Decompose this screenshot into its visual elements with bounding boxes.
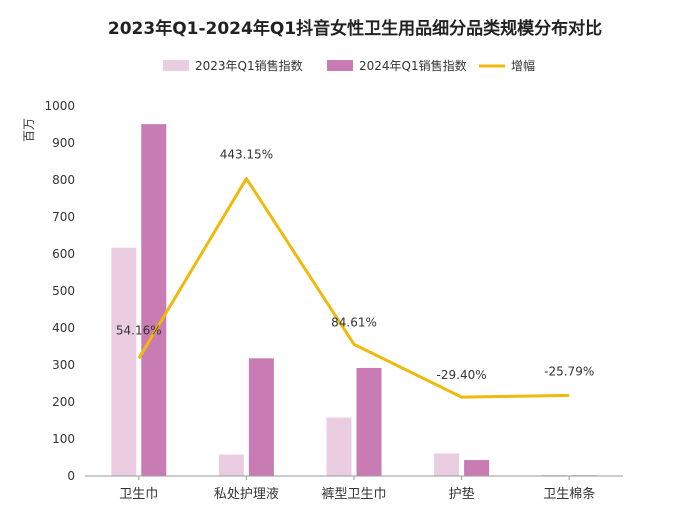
bar-2023q1-1 bbox=[218, 454, 244, 476]
x-axis-ticks: 卫生巾 私处护理液 裤型卫生巾 护垫 卫生棉条 bbox=[119, 476, 595, 502]
y-tick-label: 900 bbox=[52, 136, 75, 150]
growth-data-label: 443.15% bbox=[220, 148, 273, 162]
y-axis-label: 百万 bbox=[22, 118, 36, 142]
x-tick-label: 护垫 bbox=[449, 486, 475, 502]
legend-label: 增幅 bbox=[511, 58, 535, 73]
growth-data-label: -25.79% bbox=[544, 364, 594, 378]
legend-swatch bbox=[327, 60, 353, 71]
bar-2024q1-3 bbox=[464, 460, 490, 476]
y-axis-ticks: 0 100 200 300 400 500 600 700 800 900 1000 bbox=[44, 99, 75, 483]
y-tick-label: 400 bbox=[52, 321, 75, 335]
x-tick-label: 私处护理液 bbox=[214, 487, 279, 502]
y-tick-label: 200 bbox=[52, 395, 75, 409]
legend-label: 2024年Q1销售指数 bbox=[359, 58, 467, 73]
y-tick-label: 1000 bbox=[44, 99, 75, 113]
bar-2023q1-4 bbox=[541, 474, 567, 476]
bar-2023q1-2 bbox=[326, 417, 352, 476]
y-tick-label: 800 bbox=[52, 173, 75, 187]
growth-line-series bbox=[137, 177, 570, 399]
bar-2024q1-0 bbox=[141, 124, 167, 476]
growth-data-label: -29.40% bbox=[437, 368, 487, 382]
legend: 2023年Q1销售指数 2024年Q1销售指数 增幅 bbox=[163, 58, 535, 73]
y-tick-label: 700 bbox=[52, 210, 75, 224]
legend-swatch bbox=[163, 60, 189, 71]
legend-label: 2023年Q1销售指数 bbox=[195, 58, 303, 73]
growth-data-label: 84.61% bbox=[331, 315, 377, 329]
x-tick-label: 卫生巾 bbox=[119, 487, 158, 502]
growth-line bbox=[137, 177, 570, 399]
data-labels: 54.16% 443.15% 84.61% -29.40% -25.79% bbox=[116, 148, 594, 383]
y-tick-label: 500 bbox=[52, 284, 75, 298]
bar-2023q1-0 bbox=[111, 247, 137, 476]
x-tick-label: 裤型卫生巾 bbox=[321, 487, 386, 502]
chart-title: 2023年Q1-2024年Q1抖音女性卫生用品细分品类规模分布对比 bbox=[108, 18, 602, 39]
bars bbox=[111, 124, 597, 476]
y-tick-label: 100 bbox=[52, 432, 75, 446]
bar-2023q1-3 bbox=[434, 453, 460, 476]
bar-2024q1-2 bbox=[356, 367, 382, 476]
y-tick-label: 0 bbox=[67, 469, 75, 483]
x-tick-label: 卫生棉条 bbox=[543, 486, 595, 502]
bar-2024q1-1 bbox=[248, 358, 274, 476]
y-tick-label: 300 bbox=[52, 358, 75, 372]
growth-data-label: 54.16% bbox=[116, 323, 162, 337]
y-tick-label: 600 bbox=[52, 247, 75, 261]
